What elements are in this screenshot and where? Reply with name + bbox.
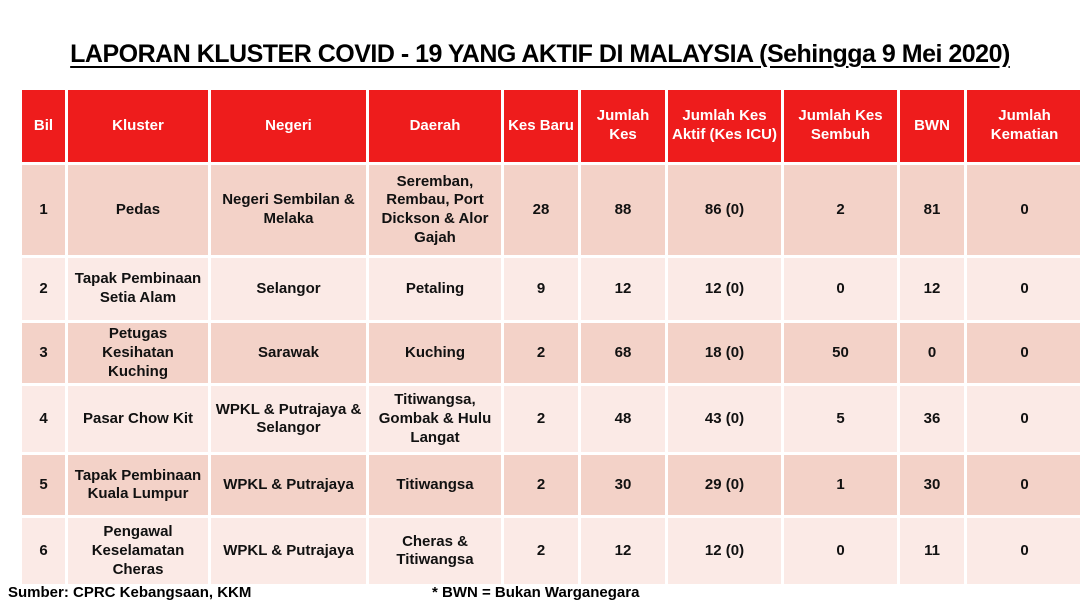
table-cell: 2 — [22, 258, 65, 320]
table-cell: 88 — [581, 165, 665, 255]
table-cell: WPKL & Putrajaya — [211, 518, 366, 585]
table-cell: 2 — [504, 386, 578, 453]
table-cell: Cheras & Titiwangsa — [369, 518, 501, 585]
table-cell: 12 — [900, 258, 964, 320]
table-cell: 5 — [784, 386, 897, 453]
column-header: Jumlah Kes Aktif (Kes ICU) — [668, 90, 781, 162]
table-cell: 12 (0) — [668, 258, 781, 320]
column-header: Kes Baru — [504, 90, 578, 162]
covid-cluster-table: Bil Kluster Negeri Daerah Kes Baru Jumlah Kes… — [19, 87, 1080, 587]
table-cell: Petugas Kesihatan Kuching — [68, 323, 208, 384]
table-cell: Tapak Pembinaan Setia Alam — [68, 258, 208, 320]
table-cell: Titiwangsa, Gombak & Hulu Langat — [369, 386, 501, 453]
table-cell: Tapak Pembinaan Kuala Lumpur — [68, 455, 208, 516]
source-note: Sumber: CPRC Kebangsaan, KKM — [8, 584, 252, 601]
table-cell: 12 — [581, 258, 665, 320]
table-cell: Negeri Sembilan & Melaka — [211, 165, 366, 255]
table-cell: 5 — [22, 455, 65, 516]
column-header: Bil — [22, 90, 65, 162]
table-body: 1 Pedas Negeri Sembilan & Melaka Seremban, … — [22, 165, 1080, 585]
table-row: 3 Petugas Kesihatan Kuching Sarawak Kuching… — [22, 323, 1080, 384]
table-cell: Titiwangsa — [369, 455, 501, 516]
table-cell: 12 (0) — [668, 518, 781, 585]
bwn-legend-note: * BWN = Bukan Warganegara — [432, 584, 640, 601]
table-cell: Sarawak — [211, 323, 366, 384]
table-cell: 0 — [900, 323, 964, 384]
table-cell: Pedas — [68, 165, 208, 255]
table-cell: 29 (0) — [668, 455, 781, 516]
table-cell: 12 — [581, 518, 665, 585]
table-cell: Pengawal Keselamatan Cheras — [68, 518, 208, 585]
table-row: 4 Pasar Chow Kit WPKL & Putrajaya & Selang… — [22, 386, 1080, 453]
table-cell: Petaling — [369, 258, 501, 320]
table-cell: 0 — [784, 258, 897, 320]
column-header: Jumlah Kes Sembuh — [784, 90, 897, 162]
table-cell: 0 — [967, 518, 1080, 585]
table-cell: 18 (0) — [668, 323, 781, 384]
table-cell: Selangor — [211, 258, 366, 320]
table-cell: WPKL & Putrajaya — [211, 455, 366, 516]
table-cell: WPKL & Putrajaya & Selangor — [211, 386, 366, 453]
table-row: 6 Pengawal Keselamatan Cheras WPKL & Putra… — [22, 518, 1080, 585]
table-cell: 43 (0) — [668, 386, 781, 453]
table-cell: 2 — [504, 323, 578, 384]
table-cell: 0 — [967, 386, 1080, 453]
table-row: 2 Tapak Pembinaan Setia Alam Selangor Petal… — [22, 258, 1080, 320]
table-cell: 0 — [967, 455, 1080, 516]
table-cell: 0 — [967, 258, 1080, 320]
table-cell: 2 — [504, 455, 578, 516]
table-cell: 0 — [967, 165, 1080, 255]
table-cell: Kuching — [369, 323, 501, 384]
table-cell: 68 — [581, 323, 665, 384]
table-cell: 3 — [22, 323, 65, 384]
table-cell: 1 — [784, 455, 897, 516]
table-cell: 81 — [900, 165, 964, 255]
table-cell: 11 — [900, 518, 964, 585]
table-cell: 28 — [504, 165, 578, 255]
table-cell: 6 — [22, 518, 65, 585]
table-cell: 2 — [784, 165, 897, 255]
table-row: 1 Pedas Negeri Sembilan & Melaka Seremban, … — [22, 165, 1080, 255]
table-cell: 4 — [22, 386, 65, 453]
table-cell: 30 — [581, 455, 665, 516]
table-cell: 30 — [900, 455, 964, 516]
column-header: BWN — [900, 90, 964, 162]
page-title: LAPORAN KLUSTER COVID - 19 YANG AKTIF DI… — [70, 40, 1010, 68]
column-header: Jumlah Kes — [581, 90, 665, 162]
table-cell: 0 — [967, 323, 1080, 384]
column-header: Jumlah Kematian — [967, 90, 1080, 162]
column-header: Negeri — [211, 90, 366, 162]
table-cell: Seremban, Rembau, Port Dickson & Alor Ga… — [369, 165, 501, 255]
table-cell: 36 — [900, 386, 964, 453]
table-cell: 0 — [784, 518, 897, 585]
column-header: Daerah — [369, 90, 501, 162]
column-header: Kluster — [68, 90, 208, 162]
table-cell: Pasar Chow Kit — [68, 386, 208, 453]
table-cell: 9 — [504, 258, 578, 320]
table-header-row: Bil Kluster Negeri Daerah Kes Baru Jumlah Kes… — [22, 90, 1080, 162]
table-row: 5 Tapak Pembinaan Kuala Lumpur WPKL & Putr… — [22, 455, 1080, 516]
table-cell: 48 — [581, 386, 665, 453]
table-cell: 2 — [504, 518, 578, 585]
table-cell: 86 (0) — [668, 165, 781, 255]
table-cell: 50 — [784, 323, 897, 384]
table-cell: 1 — [22, 165, 65, 255]
